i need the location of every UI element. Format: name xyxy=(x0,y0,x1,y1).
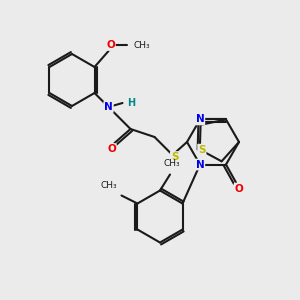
Text: N: N xyxy=(104,102,113,112)
Text: S: S xyxy=(198,145,206,154)
Text: N: N xyxy=(196,160,204,170)
Text: O: O xyxy=(107,144,116,154)
Text: H: H xyxy=(128,98,136,108)
Text: CH₃: CH₃ xyxy=(134,40,150,50)
Text: O: O xyxy=(106,40,115,50)
Text: O: O xyxy=(235,184,243,194)
Text: CH₃: CH₃ xyxy=(101,181,118,190)
Text: S: S xyxy=(171,152,178,162)
Text: CH₃: CH₃ xyxy=(164,158,180,167)
Text: N: N xyxy=(196,115,204,124)
